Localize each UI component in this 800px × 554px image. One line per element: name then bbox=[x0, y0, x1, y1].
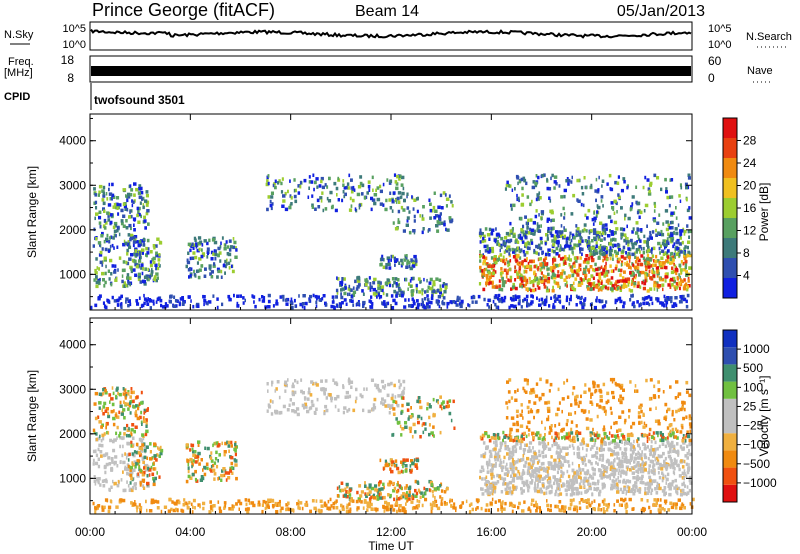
nsky-trace bbox=[90, 28, 692, 39]
colorbar-swatch bbox=[723, 218, 737, 238]
velocity-colorbar: 1000 500 100 25 −25 −100 −500 −1000 bbox=[722, 329, 777, 503]
colorbar-tick-label: −1000 bbox=[743, 476, 777, 490]
colorbar-swatch bbox=[723, 398, 737, 416]
colorbar-swatch bbox=[723, 258, 737, 278]
velocity-heatmap-cells bbox=[92, 377, 695, 514]
x-tick-label: 16:00 bbox=[476, 525, 506, 539]
station-title: Prince George (fitACF) bbox=[92, 0, 275, 20]
colorbar-swatch bbox=[723, 433, 737, 451]
colorbar-swatch bbox=[723, 278, 737, 298]
colorbar-swatch bbox=[723, 364, 737, 382]
time-axis-ticks: 00:00 04:00 08:00 12:00 16:00 20:00 00:00 bbox=[75, 114, 707, 539]
date-title: 05/Jan/2013 bbox=[617, 3, 705, 20]
nsky-tick-bottom: 10^0 bbox=[62, 39, 86, 51]
colorbar-tick-label: 500 bbox=[743, 361, 763, 375]
nave-label: Nave bbox=[747, 65, 773, 77]
colorbar-tick-label: −25 bbox=[743, 419, 764, 433]
colorbar-tick-label: 1000 bbox=[743, 342, 770, 356]
colorbar-tick-label: 24 bbox=[743, 156, 757, 170]
colorbar-swatch bbox=[723, 118, 737, 138]
colorbar-tick-label: 16 bbox=[743, 201, 757, 215]
power-ylabel: Slant Range [km] bbox=[25, 166, 39, 258]
velocity-colorbar-label: Velocity [m s⁻¹] bbox=[757, 375, 771, 456]
colorbar-tick-label: 20 bbox=[743, 179, 757, 193]
colorbar-swatch bbox=[723, 381, 737, 399]
y-tick-label: 2000 bbox=[59, 427, 86, 441]
nsearch-tick-top: 10^5 bbox=[708, 23, 732, 35]
colorbar-swatch bbox=[723, 484, 737, 502]
colorbar-tick-label: 8 bbox=[743, 246, 750, 260]
velocity-panel: 1000 2000 3000 4000 Slant Range [km] 1000 50… bbox=[25, 317, 777, 515]
colorbar-swatch bbox=[723, 330, 737, 348]
y-tick-label: 1000 bbox=[59, 267, 86, 281]
power-axes: 1000 2000 3000 4000 bbox=[59, 117, 692, 298]
x-tick-label: 12:00 bbox=[376, 525, 406, 539]
x-tick-label: 20:00 bbox=[577, 525, 607, 539]
freq-tick-bottom: 8 bbox=[67, 71, 74, 85]
nsky-tick-top: 10^5 bbox=[62, 23, 86, 35]
colorbar-tick-label: 12 bbox=[743, 224, 757, 238]
power-panel: 1000 2000 3000 4000 Slant Range [km] 4 8 12 16… bbox=[25, 113, 771, 311]
colorbar-tick-label: −500 bbox=[743, 457, 770, 471]
colorbar-swatch bbox=[723, 416, 737, 434]
colorbar-tick-label: 4 bbox=[743, 269, 750, 283]
freq-tick-top: 18 bbox=[61, 53, 75, 67]
power-colorbar-label: Power [dB] bbox=[757, 183, 771, 242]
x-tick-label: 00:00 bbox=[75, 525, 105, 539]
power-heatmap-cells bbox=[90, 173, 693, 310]
nsky-panel: N.Sky 10^5 10^0 10^5 10^0 N.Search bbox=[4, 21, 792, 51]
colorbar-swatch bbox=[723, 450, 737, 468]
nave-tick-bottom: 0 bbox=[708, 71, 715, 85]
colorbar-tick-label: 28 bbox=[743, 134, 757, 148]
colorbar-swatch bbox=[723, 178, 737, 198]
freq-nave-band bbox=[91, 66, 691, 76]
y-tick-label: 3000 bbox=[59, 178, 86, 192]
colorbar-tick-label: 25 bbox=[743, 399, 757, 413]
y-tick-label: 4000 bbox=[59, 134, 86, 148]
colorbar-swatch bbox=[723, 347, 737, 365]
y-tick-label: 4000 bbox=[59, 338, 86, 352]
x-tick-label: 04:00 bbox=[175, 525, 205, 539]
y-tick-label: 2000 bbox=[59, 223, 86, 237]
y-tick-label: 3000 bbox=[59, 382, 86, 396]
freq-label-line1: Freq. bbox=[8, 56, 34, 68]
time-axis-label: Time UT bbox=[368, 539, 414, 553]
beam-title: Beam 14 bbox=[355, 3, 419, 20]
x-tick-label: 08:00 bbox=[276, 525, 306, 539]
velocity-axes: 1000 2000 3000 4000 bbox=[59, 321, 692, 502]
colorbar-swatch bbox=[723, 138, 737, 158]
colorbar-swatch bbox=[723, 198, 737, 218]
x-tick-label: 00:00 bbox=[677, 525, 707, 539]
nsky-label: N.Sky bbox=[4, 29, 34, 41]
colorbar-swatch bbox=[723, 467, 737, 485]
colorbar-tick-label: −100 bbox=[743, 438, 770, 452]
power-colorbar: 4 8 12 16 20 24 28 bbox=[722, 117, 757, 299]
freq-label-line2: [MHz] bbox=[4, 67, 33, 79]
colorbar-tick-label: 100 bbox=[743, 380, 763, 394]
freq-panel: Freq. [MHz] 18 8 60 0 Nave bbox=[4, 53, 773, 85]
colorbar-swatch bbox=[723, 238, 737, 258]
nave-tick-top: 60 bbox=[708, 54, 722, 68]
nsearch-label: N.Search bbox=[746, 31, 792, 43]
cpid-value: twofsound 3501 bbox=[94, 93, 185, 107]
cpid-label: CPID bbox=[4, 91, 30, 103]
velocity-ylabel: Slant Range [km] bbox=[25, 370, 39, 462]
colorbar-swatch bbox=[723, 158, 737, 178]
nsearch-tick-bottom: 10^0 bbox=[708, 39, 732, 51]
y-tick-label: 1000 bbox=[59, 471, 86, 485]
